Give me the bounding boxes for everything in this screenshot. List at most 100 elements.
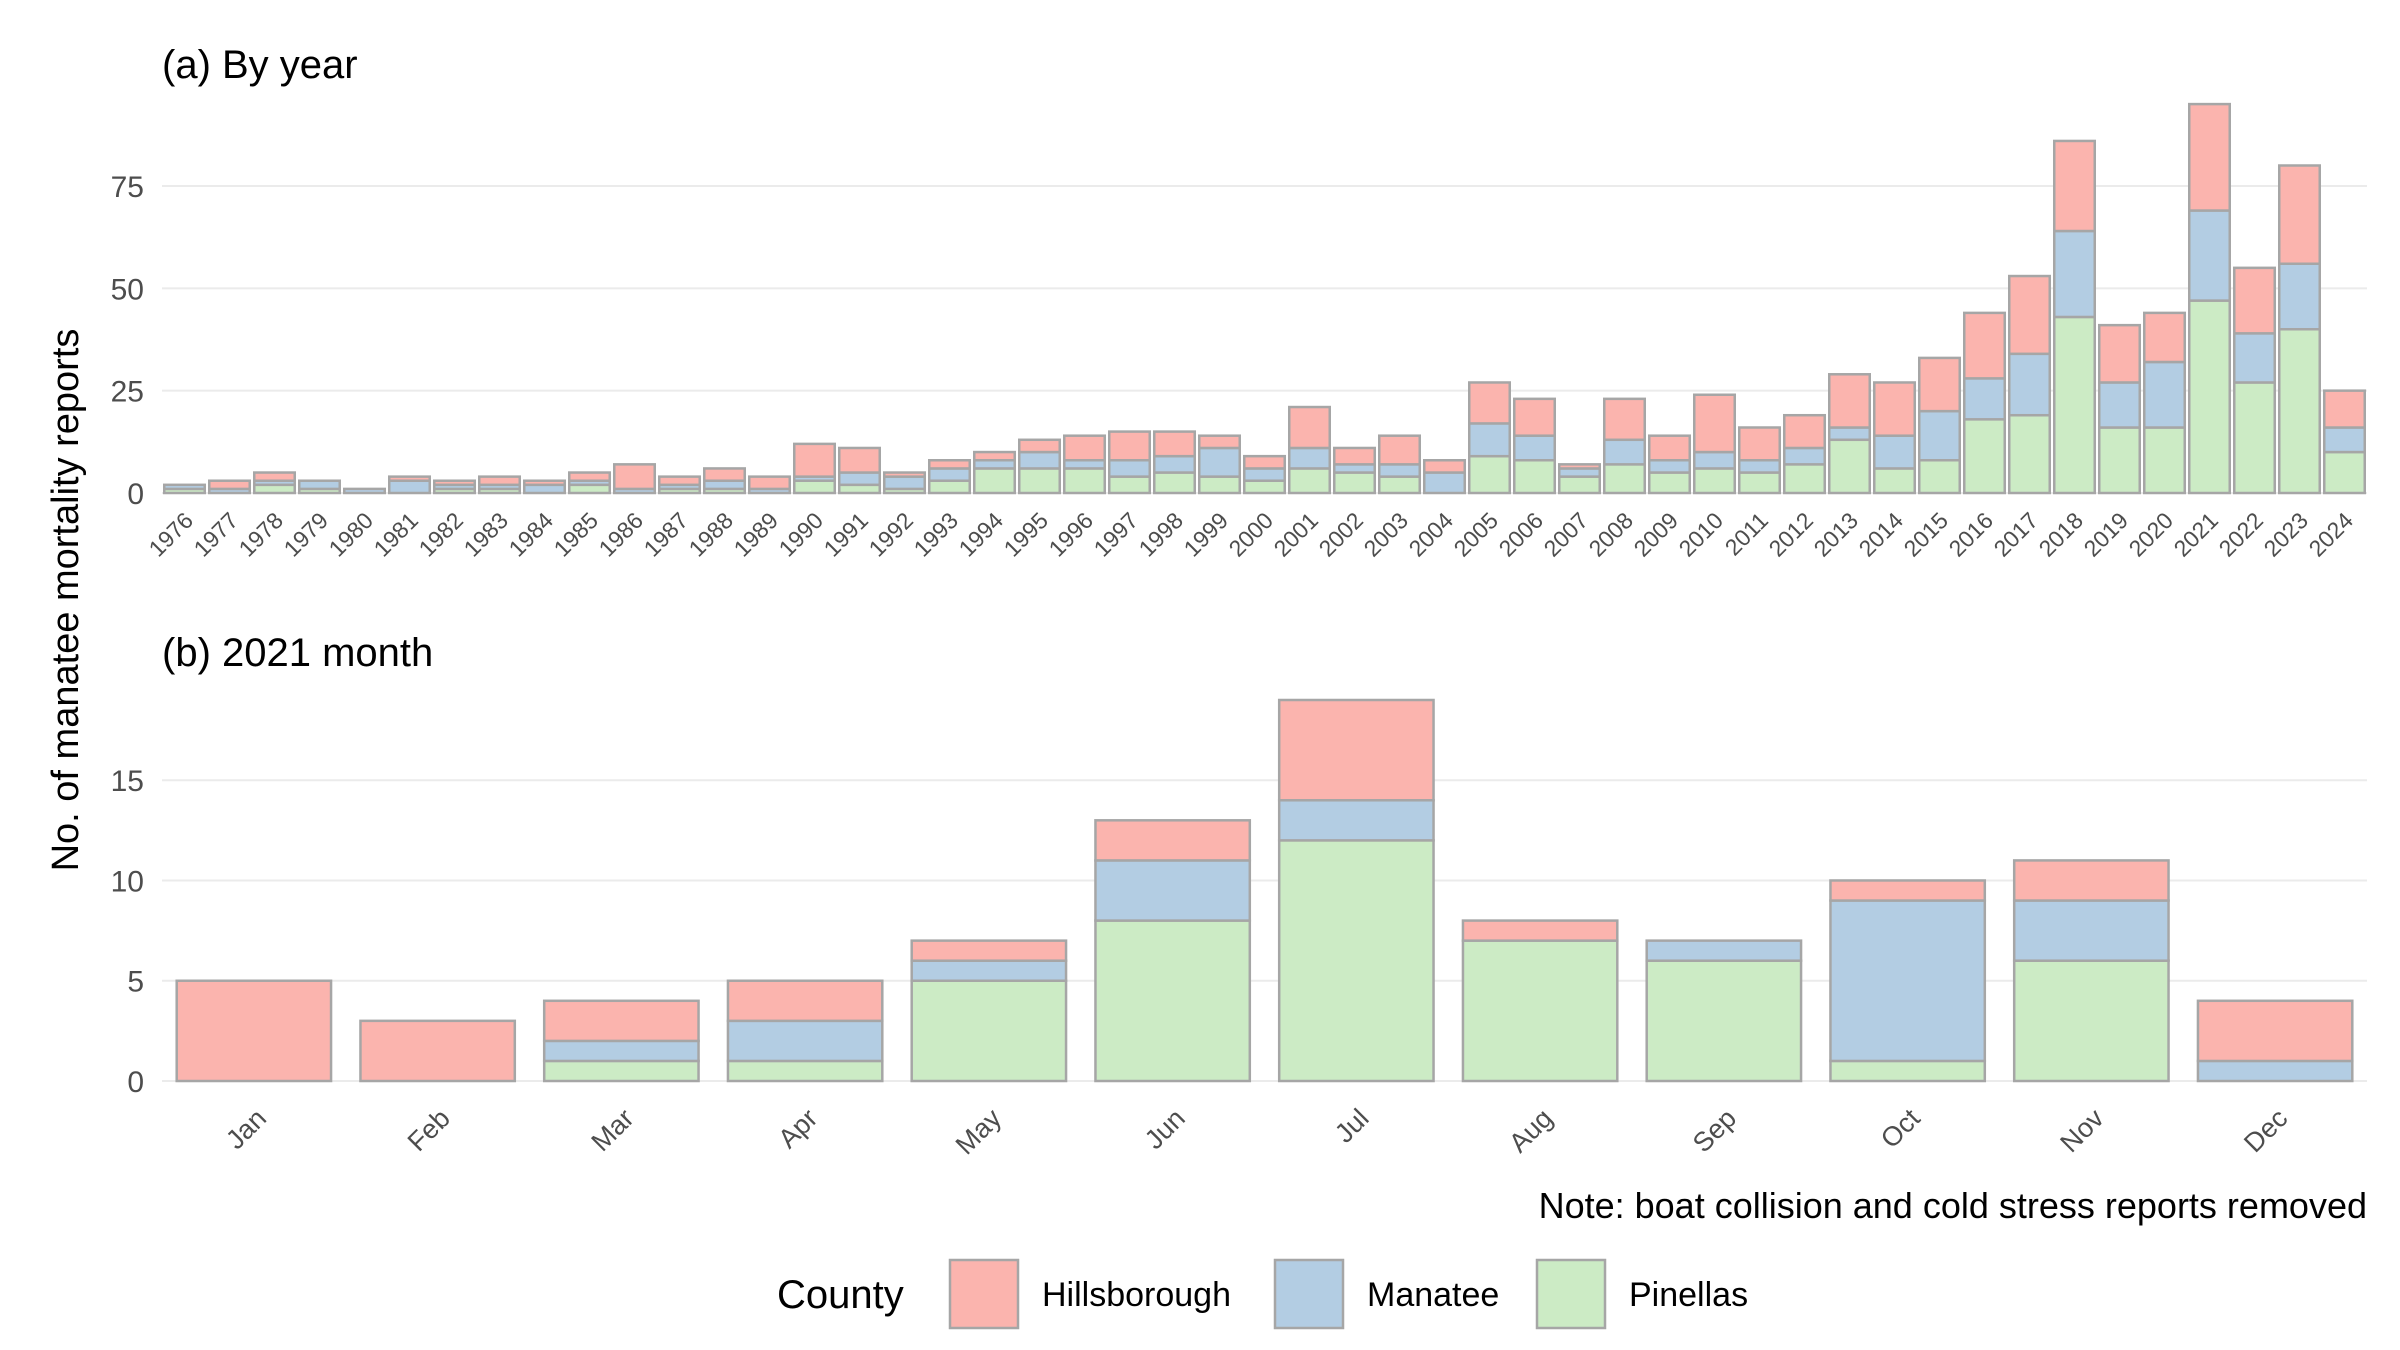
- panel-b-x-ticks: Jan Feb Mar Apr May Jun Jul Aug Sep Oct Nov Dec: [220, 1103, 2293, 1161]
- bar-Oct-pinellas: [1829, 1059, 1987, 1083]
- x-tick-label-Apr: Apr: [772, 1103, 823, 1154]
- bar-2018-hillsborough: [2053, 139, 2096, 233]
- bar-2021-hillsborough: [2188, 102, 2231, 212]
- bar-Oct-hillsborough: [1829, 879, 1987, 902]
- bar-Jun-hillsborough: [1094, 819, 1252, 862]
- y-tick-label: 0: [127, 478, 144, 511]
- bar-Jul-pinellas: [1277, 839, 1435, 1083]
- bar-Feb-hillsborough: [359, 1019, 517, 1083]
- bar-2013-hillsborough: [1828, 373, 1871, 429]
- bar-2015-hillsborough: [1918, 356, 1961, 413]
- bar-Aug-pinellas: [1461, 939, 1619, 1083]
- y-tick-label: 50: [111, 273, 144, 306]
- bar-Jan-hillsborough: [175, 979, 333, 1083]
- bar-2010-manatee: [1693, 450, 1736, 470]
- bar-Dec-hillsborough: [2196, 999, 2354, 1063]
- panel-a-title: (a) By year: [162, 43, 358, 87]
- bar-2008-manatee: [1603, 438, 1646, 466]
- legend-key-hillsborough: [948, 1258, 1020, 1330]
- x-tick-label-1990: 1990: [773, 507, 828, 562]
- y-tick-label: 75: [111, 171, 144, 204]
- x-tick-label-1988: 1988: [683, 507, 738, 562]
- bar-1995-pinellas: [1018, 467, 1061, 495]
- x-tick-label-1979: 1979: [278, 507, 333, 562]
- x-tick-label-2016: 2016: [1943, 507, 1998, 562]
- x-tick-label-1981: 1981: [368, 507, 423, 562]
- bar-1990-pinellas: [793, 479, 836, 495]
- bar-1980-manatee: [343, 487, 386, 495]
- bar-2018-manatee: [2053, 229, 2096, 319]
- bar-May-manatee: [910, 959, 1068, 982]
- y-tick-label: 5: [127, 966, 144, 999]
- x-tick-label-2023: 2023: [2258, 507, 2313, 562]
- x-tick-label-2010: 2010: [1673, 507, 1728, 562]
- bar-1986-hillsborough: [613, 463, 656, 491]
- bar-Apr-hillsborough: [726, 979, 884, 1023]
- bar-2010-hillsborough: [1693, 393, 1736, 454]
- x-tick-label-2019: 2019: [2078, 507, 2133, 562]
- x-tick-label-Sep: Sep: [1687, 1103, 1742, 1158]
- x-tick-label-2008: 2008: [1583, 507, 1638, 562]
- panel-b-title: (b) 2021 month: [162, 631, 433, 675]
- bar-2009-hillsborough: [1648, 434, 1691, 462]
- x-tick-label-1980: 1980: [323, 507, 378, 562]
- bar-1987-hillsborough: [658, 475, 701, 487]
- x-tick-label-1985: 1985: [548, 507, 603, 562]
- x-tick-label-2013: 2013: [1808, 507, 1863, 562]
- bar-2016-manatee: [1963, 377, 2006, 421]
- bar-1998-pinellas: [1153, 471, 1196, 495]
- x-tick-label-1999: 1999: [1178, 507, 1233, 562]
- bar-2022-manatee: [2233, 332, 2276, 384]
- bar-1988-hillsborough: [703, 467, 746, 482]
- legend-key-pinellas: [1535, 1258, 1607, 1330]
- bar-Apr-pinellas: [726, 1059, 884, 1083]
- bar-1977-hillsborough: [208, 479, 251, 491]
- x-tick-label-Oct: Oct: [1875, 1103, 1926, 1154]
- bar-Mar-manatee: [542, 1039, 700, 1063]
- bar-1997-pinellas: [1108, 475, 1151, 495]
- x-tick-label-1991: 1991: [818, 507, 873, 562]
- bar-2002-pinellas: [1333, 471, 1376, 495]
- x-tick-label-2009: 2009: [1628, 507, 1683, 562]
- x-tick-label-2017: 2017: [1988, 507, 2043, 562]
- bar-2021-pinellas: [2188, 299, 2231, 495]
- panel-b-gridlines: [162, 779, 2367, 1082]
- x-tick-label-1977: 1977: [188, 507, 243, 562]
- x-tick-label-2022: 2022: [2213, 507, 2268, 562]
- bar-2001-pinellas: [1288, 467, 1331, 495]
- bar-2014-manatee: [1873, 434, 1916, 470]
- x-tick-label-1994: 1994: [953, 507, 1008, 562]
- bar-1996-hillsborough: [1063, 434, 1106, 462]
- bar-1993-pinellas: [928, 479, 971, 495]
- bar-2023-manatee: [2278, 262, 2321, 331]
- y-tick-label: 25: [111, 376, 144, 409]
- bar-1978-hillsborough: [253, 471, 296, 482]
- bar-1993-manatee: [928, 467, 971, 482]
- bar-2006-manatee: [1513, 434, 1556, 462]
- bar-2005-hillsborough: [1468, 381, 1511, 425]
- x-tick-label-Jan: Jan: [220, 1103, 272, 1155]
- panel-a-y-ticks: 0 25 50 75: [111, 171, 144, 511]
- bar-2003-pinellas: [1378, 475, 1421, 495]
- panel-by-year: (a) By year 0 25 50 75 19761977197819791980…: [111, 43, 2367, 562]
- legend: County Hillsborough Manatee Pinellas: [777, 1258, 1748, 1330]
- bar-2005-manatee: [1468, 422, 1511, 458]
- bar-1984-hillsborough: [523, 479, 566, 487]
- bar-1996-pinellas: [1063, 467, 1106, 495]
- panel-a-bars: [163, 102, 2366, 495]
- bar-1979-manatee: [298, 479, 341, 491]
- panel-b-y-ticks: 0 5 10 15: [111, 765, 144, 1099]
- bar-2001-manatee: [1288, 446, 1331, 470]
- bar-May-hillsborough: [910, 939, 1068, 962]
- bar-2017-pinellas: [2008, 413, 2051, 495]
- bar-1998-manatee: [1153, 454, 1196, 474]
- bar-2024-manatee: [2323, 426, 2366, 454]
- bar-Jul-hillsborough: [1277, 698, 1435, 802]
- bar-2022-hillsborough: [2233, 266, 2276, 335]
- x-tick-label-1997: 1997: [1088, 507, 1143, 562]
- bar-2020-pinellas: [2143, 426, 2186, 495]
- x-tick-label-1993: 1993: [908, 507, 963, 562]
- bar-1994-pinellas: [973, 467, 1016, 495]
- bar-1991-manatee: [838, 471, 881, 487]
